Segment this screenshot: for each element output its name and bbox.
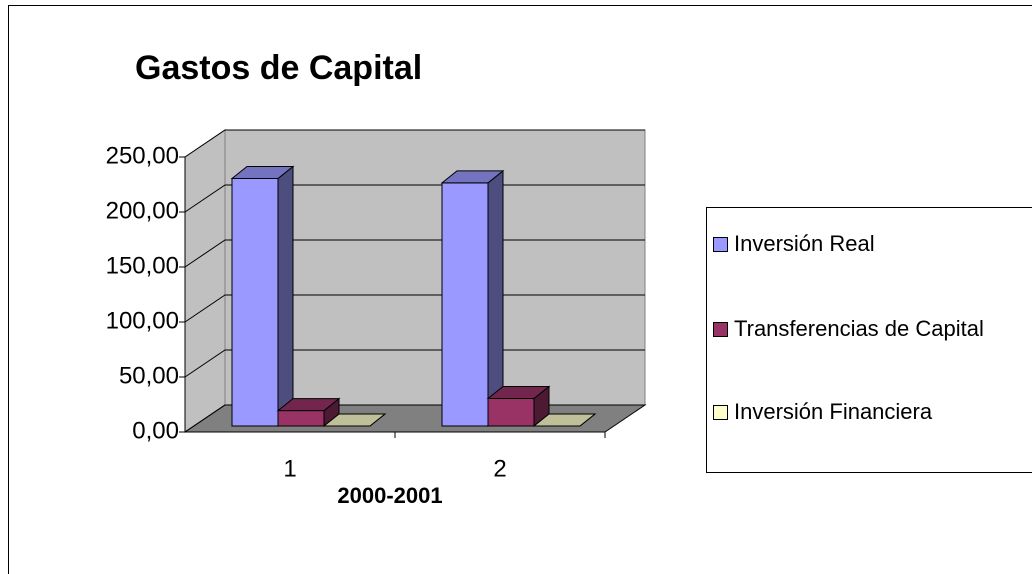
legend-swatch <box>713 405 728 420</box>
legend-swatch <box>713 237 728 252</box>
legend-entry: Inversión Real <box>713 227 1013 261</box>
grid-line <box>184 349 645 378</box>
y-tick-label: 200,00 <box>106 197 179 224</box>
bar-front <box>231 178 279 427</box>
x-axis-title: 2000-2001 <box>337 483 442 508</box>
bar-top <box>276 398 341 412</box>
x-tick-label: 1 <box>283 455 296 482</box>
y-tick-label: 50,00 <box>119 362 179 389</box>
bar-top <box>486 386 551 399</box>
legend: Inversión Real Transferencias de Capital I… <box>706 207 1032 473</box>
legend-label: Inversión Real <box>734 231 875 256</box>
bar-side <box>277 165 294 428</box>
legend-entry: Inversión Financiera <box>713 395 1013 429</box>
bar-front <box>487 398 535 427</box>
bar-top <box>230 166 295 179</box>
y-tick-label: 150,00 <box>106 252 179 279</box>
bar-top <box>532 413 597 427</box>
bar-top <box>440 170 505 184</box>
back-wall <box>224 129 646 406</box>
grid-line <box>184 184 645 213</box>
side-wall <box>184 129 226 433</box>
bar-front <box>277 410 325 427</box>
legend-swatch <box>713 322 728 337</box>
bar-front <box>441 182 489 427</box>
legend-entry: Transferencias de Capital <box>713 312 1013 346</box>
chart-title: Gastos de Capital <box>135 49 422 87</box>
grid-line <box>184 294 645 323</box>
bar-top <box>322 413 387 427</box>
y-tick-label: 0,00 <box>132 417 179 444</box>
grid-line <box>184 239 645 268</box>
y-tick-label: 250,00 <box>106 142 179 169</box>
x-tick-label: 2 <box>493 455 506 482</box>
legend-label: Inversión Financiera <box>734 399 933 424</box>
legend-label: Transferencias de Capital <box>734 316 984 341</box>
grid-line <box>184 129 645 158</box>
y-tick-label: 100,00 <box>106 307 179 334</box>
